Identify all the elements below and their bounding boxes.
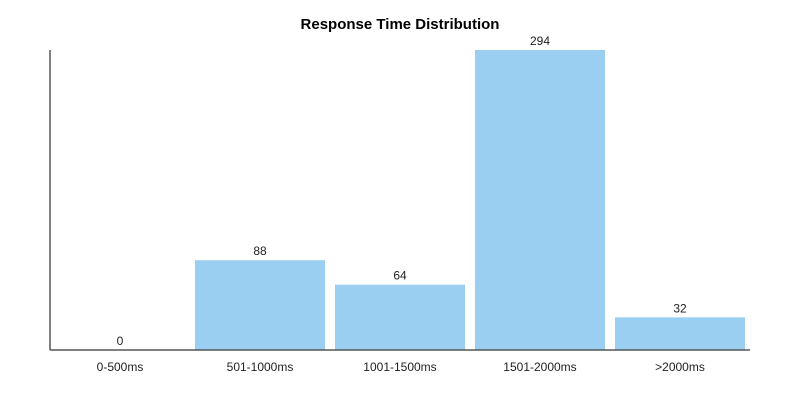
data-label-0: 0	[117, 334, 124, 348]
x-tick-label-1: 501-1000ms	[227, 360, 294, 374]
x-tick-label-3: 1501-2000ms	[503, 360, 576, 374]
bar-3	[475, 50, 605, 350]
bars-layer	[195, 50, 745, 350]
bar-4	[615, 317, 745, 350]
data-label-1: 88	[253, 244, 267, 258]
data-label-2: 64	[393, 269, 407, 283]
bar-1	[195, 260, 325, 350]
data-label-3: 294	[530, 34, 550, 48]
x-tick-label-4: >2000ms	[655, 360, 705, 374]
axes-layer	[49, 50, 750, 351]
x-tick-label-0: 0-500ms	[97, 360, 144, 374]
data-label-4: 32	[673, 301, 687, 315]
bar-2	[335, 284, 465, 350]
labels-layer: 0 0-500ms 88 501-1000ms 64 1001-1500ms 294 1501…	[97, 34, 705, 374]
x-tick-label-2: 1001-1500ms	[363, 360, 436, 374]
chart-title: Response Time Distribution	[301, 16, 500, 33]
